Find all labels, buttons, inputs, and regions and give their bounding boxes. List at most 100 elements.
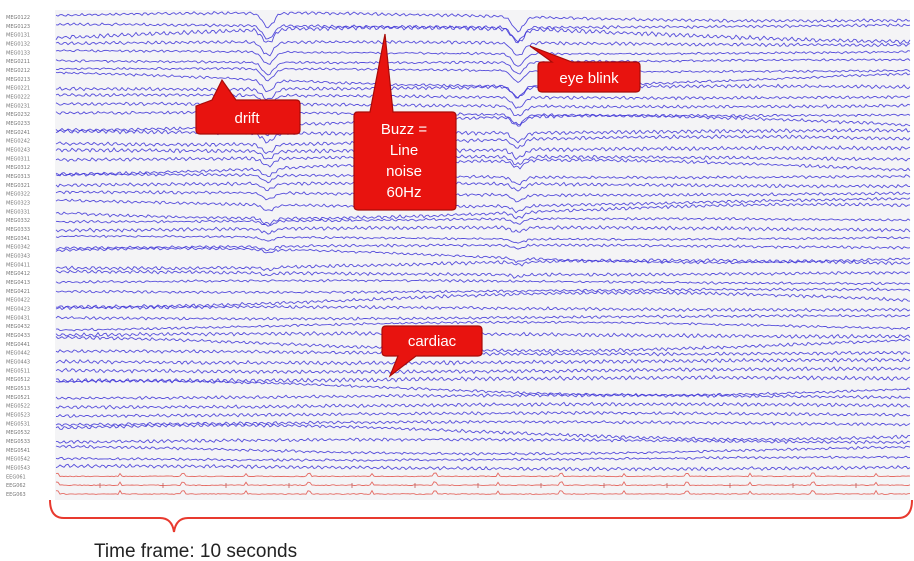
channel-label: MEG0531: [6, 421, 30, 427]
channel-label: MEG0541: [6, 448, 30, 454]
meg-trace: [55, 349, 911, 357]
channel-label: MEG0442: [6, 351, 30, 357]
channel-label: MEG0211: [6, 59, 30, 65]
channel-label: EEG062: [6, 483, 26, 489]
eeg-tick-marks: [99, 483, 857, 488]
meg-trace: [55, 49, 911, 67]
channel-label: MEG0432: [6, 324, 30, 330]
meg-trace: [55, 216, 911, 227]
meg-trace: [55, 24, 911, 45]
meg-trace: [55, 278, 911, 286]
channel-label: MEG0543: [6, 466, 30, 472]
drift-label: drift: [234, 110, 260, 127]
channel-label: MEG0222: [6, 95, 30, 101]
channel-label: MEG0521: [6, 395, 30, 401]
channel-label: MEG0212: [6, 68, 30, 74]
meg-trace: [55, 335, 911, 353]
channel-label: MEG0412: [6, 271, 30, 277]
channel-label: MEG0431: [6, 315, 30, 321]
buzz-line-noise-callout: Buzz = Line noise 60Hz: [353, 33, 457, 211]
meg-trace: [55, 287, 911, 295]
eeg-trace: [55, 481, 911, 487]
channel-label: MEG0311: [6, 156, 30, 162]
buzz-label-line1: Buzz =: [381, 121, 428, 138]
plot-area: [55, 10, 910, 500]
channel-label: MEG0243: [6, 148, 30, 154]
channel-label: MEG0232: [6, 112, 30, 118]
meg-trace: [55, 101, 911, 117]
meg-trace: [55, 157, 911, 178]
meg-trace: [55, 410, 911, 419]
channel-label: MEG0522: [6, 404, 30, 410]
channel-label: MEG0341: [6, 236, 30, 242]
meg-trace: [55, 246, 911, 265]
meg-trace: [55, 423, 911, 442]
channel-label: EEG063: [6, 492, 26, 498]
meg-trace: [55, 196, 911, 214]
meg-trace: [55, 154, 911, 168]
channel-label: MEG0433: [6, 333, 30, 339]
channel-label: MEG0331: [6, 209, 30, 215]
buzz-label-line3: noise: [386, 163, 422, 180]
meg-trace: [55, 304, 911, 313]
meg-trace: [55, 455, 910, 462]
channel-label: MEG0123: [6, 24, 30, 30]
channel-label: MEG0511: [6, 368, 30, 374]
channel-label: MEG0542: [6, 457, 30, 463]
channel-label: MEG0421: [6, 289, 30, 295]
meg-trace: [55, 243, 911, 251]
meg-trace: [55, 190, 911, 203]
meg-trace: [55, 225, 911, 235]
channel-label: MEG0321: [6, 183, 30, 189]
channel-label: MEG0423: [6, 307, 30, 313]
channel-label: MEG0131: [6, 33, 30, 39]
drift-callout: drift: [195, 78, 301, 135]
eye-blink-callout: eye blink: [529, 45, 641, 93]
channel-label: MEG0441: [6, 342, 30, 348]
channel-label: MEG0233: [6, 121, 30, 127]
cardiac-label: cardiac: [408, 333, 457, 350]
meg-trace: [55, 145, 911, 161]
meg-trace: [55, 419, 911, 427]
meg-trace: [55, 172, 911, 186]
channel-label: MEG0533: [6, 439, 30, 445]
meg-trace: [55, 92, 911, 109]
meg-trace: [55, 234, 911, 244]
meg-trace: [55, 437, 911, 445]
eye-blink-label: eye blink: [559, 70, 619, 87]
channel-label: MEG0332: [6, 218, 30, 224]
channel-label: MEG0312: [6, 165, 30, 171]
meg-trace: [55, 379, 911, 397]
channel-label: MEG0343: [6, 254, 30, 260]
channel-label: MEG0213: [6, 77, 30, 83]
channel-label: MEG0323: [6, 201, 30, 207]
cardiac-callout: cardiac: [381, 325, 483, 378]
channel-label: MEG0322: [6, 192, 30, 198]
channel-label: MEG0241: [6, 130, 30, 136]
channel-label: MEG0342: [6, 245, 30, 251]
time-frame-caption: Time frame: 10 seconds: [94, 541, 297, 561]
channel-label: MEG0532: [6, 430, 30, 436]
meg-trace: [55, 83, 911, 101]
eeg-trace: [55, 472, 911, 478]
channel-label: MEG0333: [6, 227, 30, 233]
buzz-label-line2: Line: [390, 142, 418, 159]
meg-trace: [55, 313, 911, 322]
channel-label: MEG0443: [6, 360, 30, 366]
meg-trace: [55, 11, 911, 33]
channel-label: MEG0122: [6, 15, 30, 21]
meg-trace: [55, 202, 911, 226]
meg-trace: [55, 330, 911, 340]
meg-trace: [55, 401, 911, 410]
channel-label: MEG0231: [6, 103, 30, 109]
channel-label: MEG0221: [6, 86, 30, 92]
meg-trace: [55, 374, 911, 384]
meg-trace: [55, 463, 911, 472]
meg-trace: [55, 180, 911, 192]
eeg-trace: [55, 489, 911, 495]
channel-label: MEG0513: [6, 386, 30, 392]
channel-label: MEG0313: [6, 174, 30, 180]
channel-label: MEG0512: [6, 377, 30, 383]
channel-label: EEG061: [6, 474, 26, 480]
